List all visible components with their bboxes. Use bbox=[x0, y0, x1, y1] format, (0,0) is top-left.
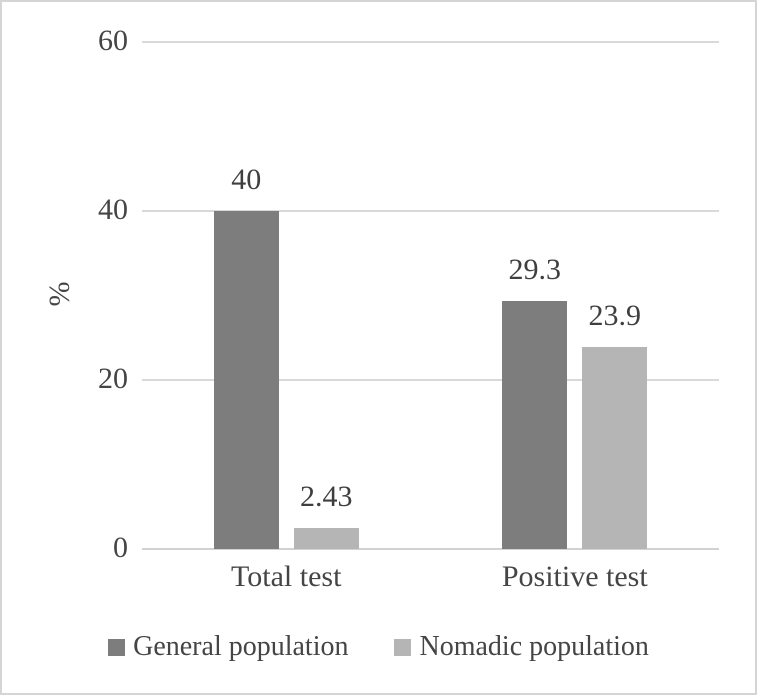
legend-item-nomadic-population: Nomadic population bbox=[394, 631, 649, 662]
legend-item-general-population: General population bbox=[108, 632, 348, 662]
bar-value-label: 29.3 bbox=[508, 253, 562, 287]
legend-swatch-icon bbox=[108, 638, 126, 656]
bar-value-label: 23.9 bbox=[588, 299, 642, 333]
bar-general-population-total-test bbox=[213, 211, 279, 549]
gridline-y20 bbox=[142, 379, 719, 381]
y-tick-label-20: 20 bbox=[98, 362, 128, 395]
gridline-y40 bbox=[142, 210, 719, 212]
chart-legend: General population Nomadic population bbox=[2, 632, 755, 662]
legend-label: Nomadic population bbox=[419, 631, 649, 662]
y-tick-label-40: 40 bbox=[98, 193, 128, 226]
gridline-y60 bbox=[142, 41, 719, 43]
y-tick-label-60: 60 bbox=[98, 24, 128, 57]
x-axis-line bbox=[142, 548, 719, 550]
x-category-label-total-test: Total test bbox=[231, 560, 342, 593]
legend-swatch-icon bbox=[394, 638, 412, 656]
x-category-label-positive-test: Positive test bbox=[501, 560, 648, 593]
bar-general-population-positive-test bbox=[502, 301, 568, 549]
bar-value-label: 40 bbox=[231, 163, 262, 196]
bar-nomadic-population-positive-test bbox=[582, 347, 648, 549]
legend-label: General population bbox=[133, 631, 349, 662]
y-tick-label-0: 0 bbox=[113, 531, 128, 564]
y-axis-title: % bbox=[43, 281, 76, 307]
bar-nomadic-population-total-test bbox=[293, 528, 359, 549]
bar-value-label: 2.43 bbox=[300, 480, 353, 514]
